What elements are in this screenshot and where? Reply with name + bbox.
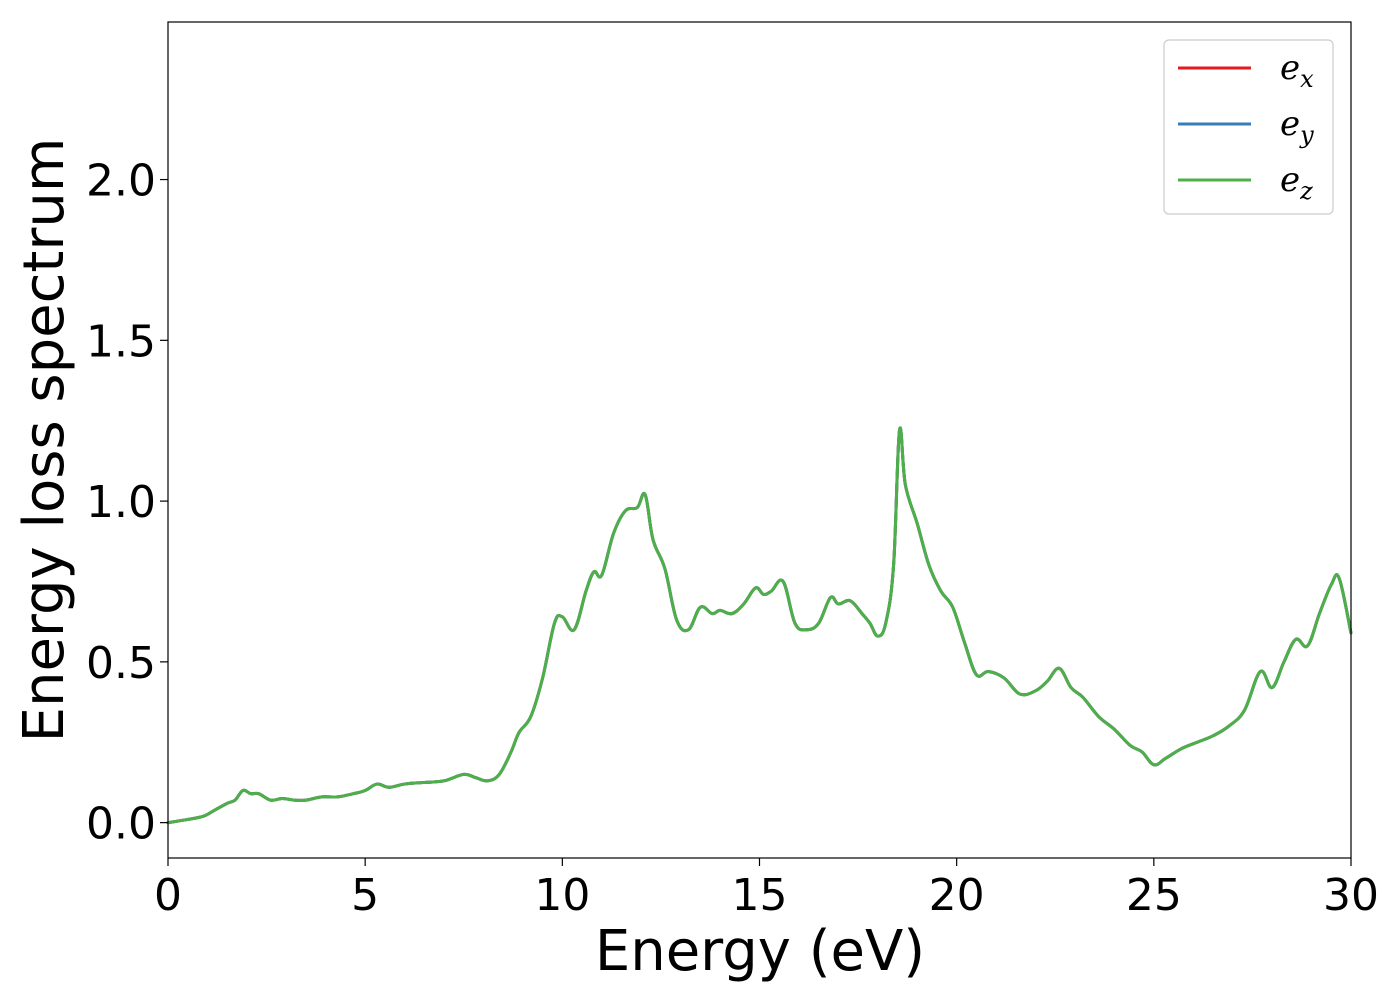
y-tick-label: 0.5	[86, 638, 156, 689]
legend-label-y: ey	[1280, 104, 1314, 149]
x-tick-label: 30	[1323, 870, 1379, 921]
y-axis-ticks: 0.0 0.5 1.0 1.5 2.0	[86, 156, 168, 850]
y-tick-label: 0.0	[86, 799, 156, 850]
y-axis-title: Energy loss spectrum	[12, 138, 77, 743]
x-tick-label: 0	[154, 870, 182, 921]
x-axis-ticks: 0 5 10 15 20 25 30	[154, 858, 1379, 921]
plot-area	[166, 21, 1353, 859]
legend-label-x: ex	[1280, 48, 1314, 93]
y-tick-label: 1.0	[86, 477, 156, 528]
series-line-e-z	[166, 426, 1353, 825]
series-layer	[166, 426, 1353, 825]
x-axis-title: Energy (eV)	[595, 919, 925, 984]
y-tick-label: 1.5	[86, 316, 156, 367]
x-tick-label: 10	[534, 870, 590, 921]
legend-box	[1163, 39, 1334, 215]
x-tick-label: 5	[351, 870, 379, 921]
x-tick-label: 15	[732, 870, 788, 921]
x-tick-label: 20	[929, 870, 985, 921]
x-tick-label: 25	[1126, 870, 1182, 921]
y-tick-label: 2.0	[86, 156, 156, 207]
